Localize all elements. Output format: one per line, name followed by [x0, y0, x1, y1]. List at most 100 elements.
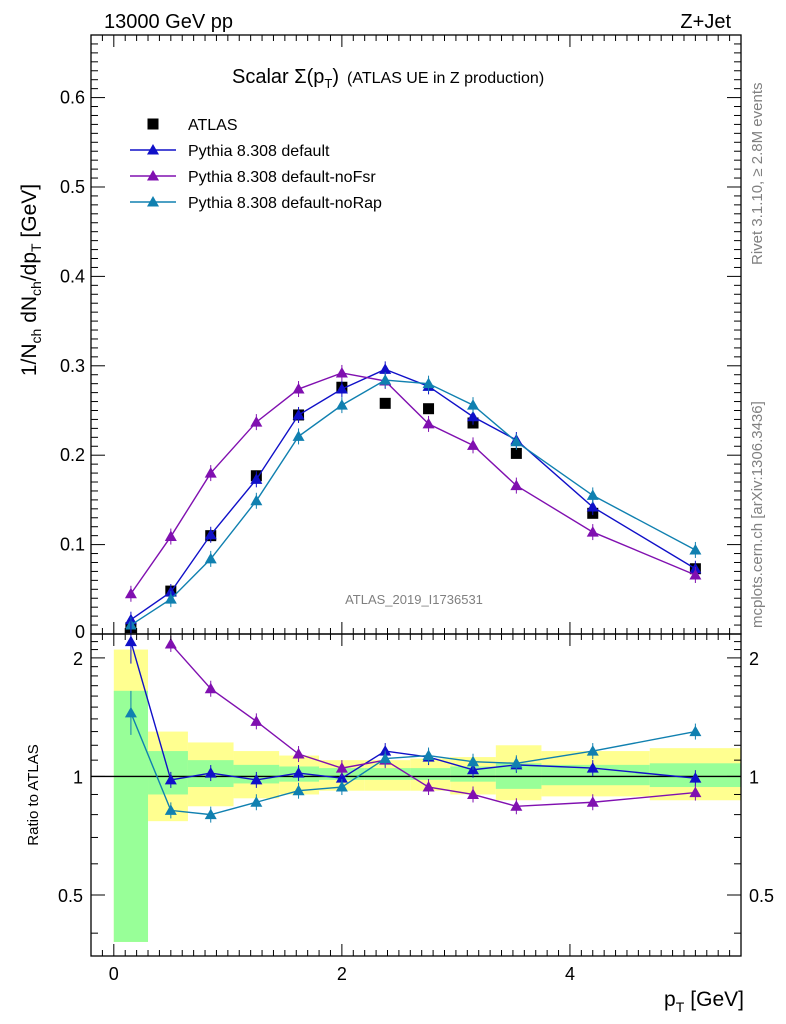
ratio-point-default: [292, 767, 305, 778]
main-y-axis-label: 1/Nch dNch/dpT [GeV]: [18, 184, 44, 376]
ratio-y-tick-label-right: 0.5: [749, 886, 774, 906]
data-point-nofsr: [164, 530, 177, 542]
ratio-series-norap: [124, 690, 702, 823]
data-point-norap: [292, 430, 305, 441]
ratio-point-nofsr: [204, 682, 217, 694]
ratio-y-tick-label-right: 2: [749, 649, 759, 669]
ratio-point-norap: [510, 757, 523, 768]
ratio-y-tick-label: 2: [73, 649, 83, 669]
ratio-point-default: [204, 767, 217, 778]
legend: ATLAS Pythia 8.308 default Pythia 8.308 de…: [130, 117, 382, 212]
ratio-point-default: [689, 772, 702, 783]
series-nofsr: [124, 364, 702, 602]
legend-marker-default: [147, 144, 159, 155]
legend-label-norap: Pythia 8.308 default-noRap: [188, 195, 382, 212]
legend-label-nofsr: Pythia 8.308 default-noFsr: [188, 169, 376, 186]
ratio-point-default: [379, 745, 392, 756]
legend-marker-norap: [147, 196, 159, 207]
chart-title: Scalar Σ(pT) (ATLAS UE in Z production): [232, 66, 544, 91]
main-y-tick-label: 0.4: [60, 266, 85, 286]
data-point-nofsr: [689, 568, 702, 580]
rivet-version-label: Rivet 3.1.10, ≥ 2.8M events: [749, 83, 766, 266]
ratio-point-norap: [422, 749, 435, 761]
series-line-default: [130, 368, 696, 621]
ratio-point-nofsr: [510, 800, 523, 811]
ratio-point-nofsr: [422, 781, 435, 792]
ratio-point-nofsr: [250, 715, 263, 726]
main-y-tick-label: 0.5: [60, 177, 85, 197]
x-tick-label: 2: [337, 964, 347, 984]
data-point-norap: [164, 593, 177, 604]
data-point-default: [250, 473, 263, 484]
data-point-nofsr: [124, 587, 137, 599]
x-tick-label: 4: [565, 964, 575, 984]
data-point-norap: [510, 435, 523, 447]
ratio-point-norap: [467, 755, 480, 767]
data-point-default: [467, 410, 480, 422]
series-line-nofsr: [130, 372, 696, 595]
series-norap: [124, 372, 702, 634]
data-point-nofsr: [422, 417, 435, 429]
ratio-point-norap: [292, 784, 305, 796]
data-point-nofsr: [510, 479, 523, 491]
ratio-point-norap: [204, 808, 217, 820]
data-point-nofsr: [467, 439, 480, 450]
x-axis-label: pT [GeV]: [664, 988, 744, 1015]
band-stat: [364, 768, 411, 780]
series-line-norap: [130, 379, 696, 626]
band-stat: [148, 751, 188, 795]
ratio-y-tick-label: 1: [73, 767, 83, 787]
main-ticks: 0.1 0.2 0.3 0.4 0.5 0.6 0: [60, 35, 742, 642]
data-point-norap: [379, 374, 392, 385]
data-point-nofsr: [292, 383, 305, 394]
legend-label-default: Pythia 8.308 default: [188, 143, 330, 160]
band-stat: [541, 764, 650, 786]
data-point-default: [379, 363, 392, 374]
ratio-y-tick-label-right: 1: [749, 767, 759, 787]
ratio-data-layer: [91, 619, 741, 942]
ratio-point-nofsr: [586, 796, 599, 807]
data-point-default: [586, 501, 599, 512]
ratio-point-default: [250, 773, 263, 785]
ratio-point-norap: [379, 752, 392, 764]
legend-marker-atlas: [147, 118, 159, 130]
data-point-nofsr: [586, 526, 599, 537]
ratio-point-norap: [689, 725, 702, 737]
ratio-ticks: 0 2 4 0.5 0.5 1 1 2 2: [58, 634, 774, 984]
series-default: [124, 361, 702, 628]
legend-marker-nofsr: [147, 170, 159, 181]
data-point-norap: [586, 489, 599, 500]
ratio-point-nofsr: [467, 788, 480, 799]
ratio-point-default: [335, 772, 348, 783]
legend-label-atlas: ATLAS: [188, 117, 238, 134]
ratio-point-default: [586, 762, 599, 773]
ratio-point-nofsr: [689, 786, 702, 798]
data-point-default: [292, 408, 305, 420]
ratio-point-nofsr: [335, 762, 348, 773]
data-point-atlas: [423, 403, 435, 415]
main-y-tick-label: 0.2: [60, 445, 85, 465]
ratio-point-nofsr: [292, 748, 305, 759]
data-point-norap: [467, 399, 480, 410]
energy-label: 13000 GeV pp: [104, 11, 233, 33]
ratio-panel: 0 2 4 0.5 0.5 1 1 2 2 Ratio to ATLAS pT [GeV]: [25, 619, 774, 1015]
data-point-norap: [689, 543, 702, 555]
data-point-norap: [250, 494, 263, 506]
ratio-point-norap: [250, 796, 263, 807]
ratio-point-norap: [124, 706, 137, 718]
ratio-point-nofsr: [164, 637, 177, 649]
data-point-nofsr: [335, 366, 348, 378]
ratio-point-default: [124, 635, 137, 647]
data-point-norap: [422, 377, 435, 389]
ratio-line-norap: [130, 712, 696, 816]
main-y-tick-label: 0.3: [60, 356, 85, 376]
x-tick-label: 0: [109, 964, 119, 984]
main-y-tick-label: 0.6: [60, 88, 85, 108]
data-point-norap: [335, 399, 348, 410]
data-point-nofsr: [250, 416, 263, 427]
ratio-point-default: [164, 773, 177, 785]
ratio-point-norap: [335, 781, 348, 792]
band-stat: [410, 768, 451, 780]
data-point-nofsr: [204, 467, 217, 478]
